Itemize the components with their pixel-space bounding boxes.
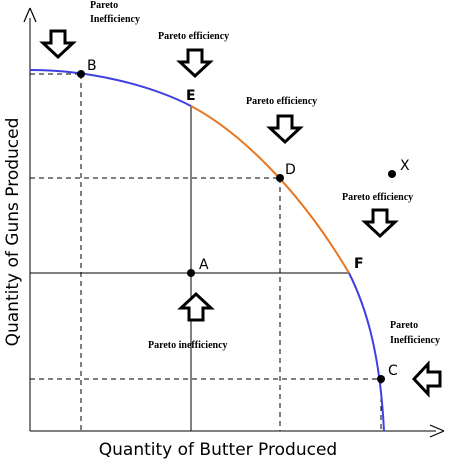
annotation-inefficiency-center: Pareto inefficiency — [148, 340, 228, 351]
y-axis-label: Quantity of Guns Produced — [3, 118, 23, 347]
down-arrow-icon-e — [176, 48, 214, 79]
label-b: B — [87, 58, 97, 74]
down-arrow-icon-d — [266, 114, 304, 145]
down-arrow-icon-f — [361, 208, 399, 239]
x-axis-label: Quantity of Butter Produced — [99, 440, 337, 460]
point-x — [388, 170, 396, 178]
annotation-efficiency-1: Pareto efficiency — [158, 31, 229, 42]
label-f: F — [354, 256, 364, 272]
annotation-inefficiency-top-line1: Pareto — [90, 0, 118, 11]
point-a — [187, 269, 195, 277]
point-c — [377, 375, 385, 383]
point-d — [276, 174, 284, 182]
annotation-efficiency-3: Pareto efficiency — [342, 192, 413, 203]
left-arrow-icon-c — [411, 360, 442, 398]
annotation-inefficiency-right-line2: Inefficiency — [390, 335, 440, 346]
x-axis-arrowhead — [429, 424, 445, 438]
ppf-curve-efficient-segment — [190, 105, 350, 274]
annotation-inefficiency-top-line2: Inefficiency — [90, 14, 140, 25]
down-arrow-icon-b — [39, 29, 77, 60]
label-d: D — [285, 162, 296, 178]
label-x: X — [400, 158, 410, 174]
annotation-efficiency-2: Pareto efficiency — [246, 96, 317, 107]
y-axis-arrowhead — [23, 7, 37, 23]
label-e: E — [186, 88, 196, 104]
ppf-curve-outer — [29, 69, 385, 432]
label-a: A — [199, 257, 209, 273]
label-c: C — [388, 363, 398, 379]
up-arrow-icon-a — [177, 291, 215, 322]
annotation-inefficiency-right-line1: Pareto — [390, 320, 418, 331]
point-b — [77, 70, 85, 78]
